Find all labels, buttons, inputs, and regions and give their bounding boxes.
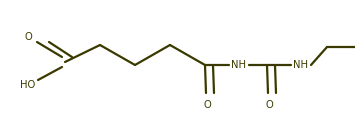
Text: O: O [265, 100, 273, 110]
Text: O: O [24, 32, 32, 42]
Text: NH: NH [231, 60, 246, 70]
Text: O: O [203, 100, 211, 110]
Text: HO: HO [20, 80, 36, 90]
Text: NH: NH [294, 60, 308, 70]
